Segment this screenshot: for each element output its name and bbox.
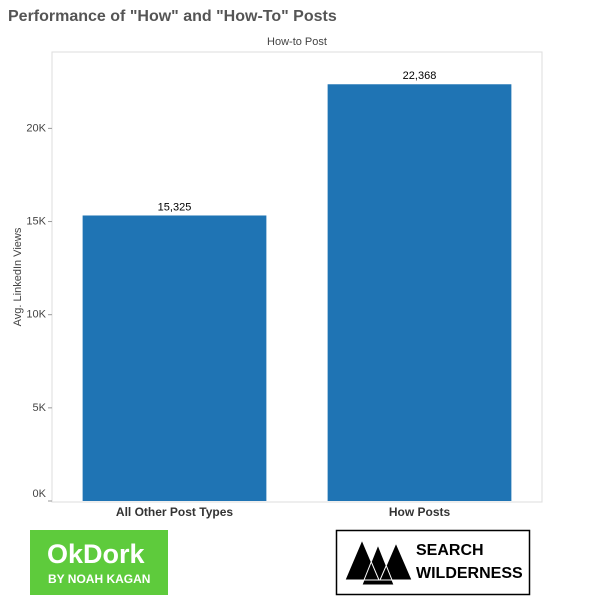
- bar: [327, 84, 512, 502]
- x-tick-label: How Posts: [389, 505, 451, 519]
- y-tick-label: 5K: [33, 402, 47, 414]
- logo-tagline: BY NOAH KAGAN: [48, 572, 150, 586]
- y-tick-label: 0K: [33, 488, 47, 500]
- okdork-logo: OkDork BY NOAH KAGAN: [30, 530, 168, 595]
- value-label: 22,368: [403, 70, 437, 82]
- logo-trees: [344, 538, 413, 586]
- column-header: How-to Post: [267, 36, 327, 48]
- logo-text: SEARCH: [416, 542, 484, 559]
- x-tick-label: All Other Post Types: [116, 505, 233, 519]
- logo-text: OkDork: [47, 539, 146, 569]
- value-label: 15,325: [158, 201, 192, 213]
- plot-frame: [51, 51, 543, 503]
- search-wilderness-logo: SEARCH WILDERNESS: [335, 529, 531, 596]
- y-tick-label: 20K: [26, 122, 46, 134]
- chart-title: Performance of "How" and "How-To" Posts: [8, 8, 337, 25]
- y-axis-label: Avg. LinkedIn Views: [12, 227, 24, 326]
- logo-text: WILDERNESS: [416, 565, 523, 582]
- y-tick-label: 15K: [26, 215, 46, 227]
- y-tick-label: 10K: [26, 309, 46, 321]
- bar: [82, 215, 267, 501]
- logo-bg: [30, 530, 168, 595]
